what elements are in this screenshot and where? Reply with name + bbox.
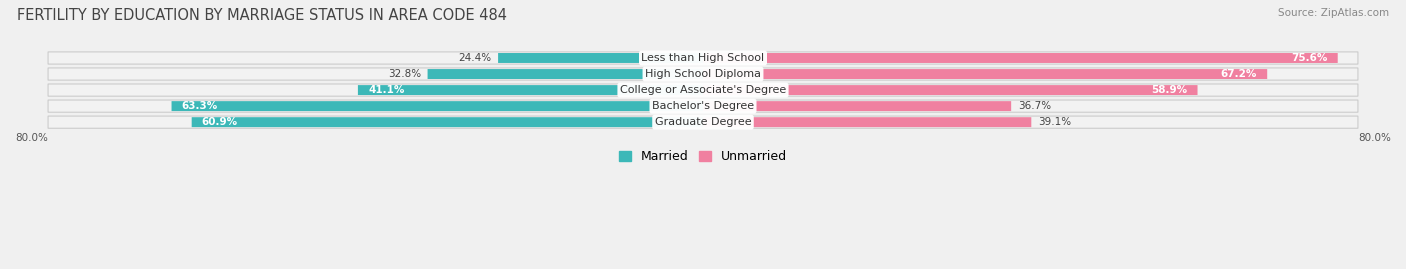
Text: FERTILITY BY EDUCATION BY MARRIAGE STATUS IN AREA CODE 484: FERTILITY BY EDUCATION BY MARRIAGE STATU… — [17, 8, 508, 23]
FancyBboxPatch shape — [48, 116, 1358, 128]
Text: 58.9%: 58.9% — [1152, 85, 1187, 95]
Text: Source: ZipAtlas.com: Source: ZipAtlas.com — [1278, 8, 1389, 18]
FancyBboxPatch shape — [498, 53, 703, 63]
FancyBboxPatch shape — [703, 101, 1011, 111]
FancyBboxPatch shape — [48, 52, 1358, 64]
FancyBboxPatch shape — [703, 117, 1032, 127]
FancyBboxPatch shape — [48, 68, 1358, 80]
Text: Less than High School: Less than High School — [641, 53, 765, 63]
Text: 60.9%: 60.9% — [202, 117, 238, 127]
FancyBboxPatch shape — [172, 101, 703, 111]
Text: 36.7%: 36.7% — [1018, 101, 1050, 111]
Legend: Married, Unmarried: Married, Unmarried — [613, 145, 793, 168]
Text: Bachelor's Degree: Bachelor's Degree — [652, 101, 754, 111]
FancyBboxPatch shape — [359, 85, 703, 95]
Text: 63.3%: 63.3% — [181, 101, 218, 111]
Text: High School Diploma: High School Diploma — [645, 69, 761, 79]
Text: 32.8%: 32.8% — [388, 69, 420, 79]
FancyBboxPatch shape — [191, 117, 703, 127]
FancyBboxPatch shape — [703, 69, 1267, 79]
Text: 75.6%: 75.6% — [1291, 53, 1327, 63]
FancyBboxPatch shape — [48, 84, 1358, 96]
FancyBboxPatch shape — [427, 69, 703, 79]
Text: Graduate Degree: Graduate Degree — [655, 117, 751, 127]
Text: 24.4%: 24.4% — [458, 53, 492, 63]
FancyBboxPatch shape — [703, 85, 1198, 95]
Text: 67.2%: 67.2% — [1220, 69, 1257, 79]
Text: 39.1%: 39.1% — [1038, 117, 1071, 127]
Text: College or Associate's Degree: College or Associate's Degree — [620, 85, 786, 95]
Text: 41.1%: 41.1% — [368, 85, 405, 95]
FancyBboxPatch shape — [48, 100, 1358, 112]
FancyBboxPatch shape — [703, 53, 1337, 63]
